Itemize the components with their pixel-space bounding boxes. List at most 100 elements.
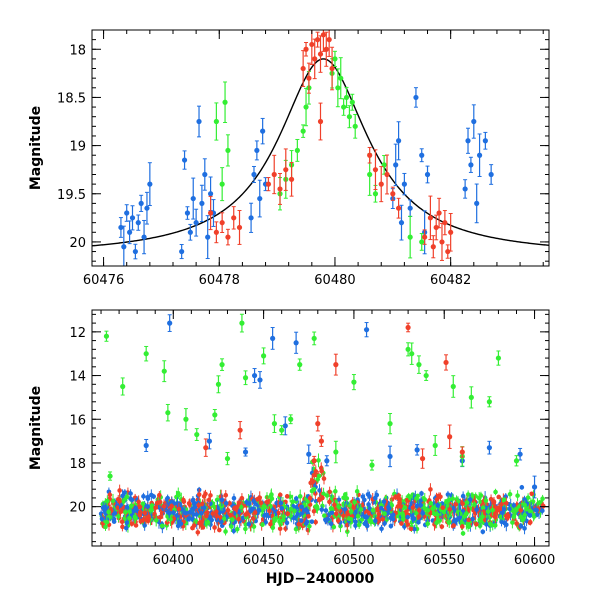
point-green	[219, 362, 225, 368]
point-blue	[293, 340, 299, 346]
baseline-point	[328, 521, 334, 527]
baseline-point	[270, 525, 276, 531]
baseline-point	[236, 500, 242, 506]
baseline-point	[474, 507, 479, 512]
baseline-point	[296, 521, 302, 527]
baseline-point	[251, 524, 257, 529]
baseline-point	[309, 478, 315, 483]
point-green	[165, 410, 171, 416]
baseline-point	[246, 521, 252, 527]
point-blue	[147, 181, 153, 187]
baseline-point	[333, 489, 338, 494]
point-blue	[205, 234, 211, 240]
baseline-point	[405, 514, 411, 520]
point-red	[447, 434, 453, 440]
baseline-point	[368, 519, 374, 525]
baseline-point	[145, 504, 150, 509]
baseline-point	[128, 491, 133, 496]
point-blue	[407, 205, 413, 211]
baseline-point	[283, 499, 288, 505]
baseline-point	[321, 476, 327, 481]
baseline-point	[129, 497, 135, 503]
baseline-point	[105, 498, 110, 504]
baseline-point	[410, 515, 416, 521]
point-red	[277, 186, 283, 192]
baseline-point	[399, 521, 404, 526]
baseline-point	[434, 520, 439, 525]
baseline-point	[262, 513, 267, 518]
bot-marks	[98, 313, 546, 537]
baseline-point	[381, 499, 387, 504]
baseline-point	[405, 522, 411, 527]
point-blue	[462, 186, 468, 192]
point-green	[279, 427, 285, 433]
point-green	[419, 239, 425, 245]
point-red	[448, 229, 454, 235]
baseline-point	[519, 485, 525, 490]
baseline-point	[217, 527, 222, 533]
point-green	[311, 335, 317, 342]
baseline-point	[525, 495, 531, 500]
point-green	[432, 442, 438, 449]
baseline-point	[236, 509, 242, 515]
baseline-point	[311, 508, 317, 514]
bottom-xlabel: HJD−2400000	[266, 571, 375, 587]
baseline-point	[316, 497, 322, 503]
point-blue	[167, 320, 173, 326]
point-green	[212, 412, 218, 418]
baseline-point	[327, 489, 332, 495]
point-green	[372, 191, 379, 197]
baseline-point	[307, 523, 312, 529]
baseline-point	[117, 488, 122, 493]
baseline-point	[212, 525, 217, 530]
baseline-point	[124, 520, 130, 525]
point-blue	[424, 171, 431, 178]
bottom-ticks: 60400 60450 60500 60550 60600 12 14 16 18 20	[69, 310, 555, 568]
baseline-point	[111, 519, 117, 524]
baseline-point	[336, 504, 342, 510]
baseline-point	[395, 504, 401, 509]
point-green	[225, 147, 231, 154]
baseline-point	[252, 510, 258, 515]
baseline-point	[251, 498, 257, 504]
point-green	[239, 320, 245, 326]
baseline-point	[540, 503, 546, 509]
baseline-point	[425, 507, 431, 513]
point-blue	[179, 248, 185, 255]
baseline-point	[434, 497, 440, 502]
baseline-point	[372, 495, 378, 501]
point-blue	[486, 445, 492, 451]
point-red	[236, 224, 243, 231]
baseline-point	[507, 506, 512, 512]
x-tick-label: 60478	[199, 273, 240, 288]
point-blue	[199, 200, 205, 206]
baseline-point	[231, 528, 237, 534]
y-tick-label: 19	[69, 140, 86, 155]
baseline-point	[203, 491, 208, 497]
point-green	[468, 394, 474, 401]
x-tick-label: 60600	[514, 553, 555, 568]
baseline-point	[231, 495, 237, 501]
point-red	[320, 32, 326, 38]
point-green	[343, 94, 350, 101]
baseline-point	[336, 497, 342, 503]
baseline-point	[164, 520, 170, 525]
baseline-point	[480, 529, 486, 535]
baseline-point	[451, 523, 456, 528]
point-red	[225, 234, 231, 240]
baseline-point	[487, 521, 493, 527]
baseline-point	[522, 526, 527, 531]
baseline-point	[499, 501, 504, 507]
baseline-point	[460, 501, 465, 506]
point-red	[419, 455, 426, 462]
baseline-point	[195, 530, 201, 535]
baseline-point	[355, 514, 361, 519]
baseline-point	[420, 510, 426, 516]
baseline-point	[493, 489, 498, 495]
point-red	[288, 176, 295, 182]
baseline-point	[143, 517, 149, 522]
baseline-point	[342, 507, 348, 512]
baseline-point	[142, 510, 148, 516]
baseline-point	[419, 491, 424, 496]
point-blue	[468, 162, 474, 168]
